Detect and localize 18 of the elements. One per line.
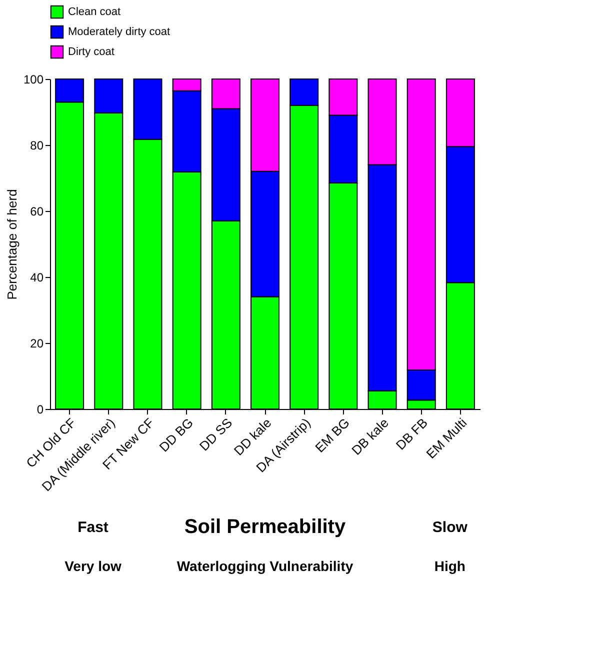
legend-label: Dirty coat <box>68 46 114 58</box>
x-tick-label: DD SS <box>196 414 236 454</box>
text: High <box>434 558 466 574</box>
text: Waterlogging Vulnerability <box>176 558 354 574</box>
legend-label: Moderately dirty coat <box>68 26 170 38</box>
y-axis-title: Percentage of herd <box>4 189 20 300</box>
y-tick-label: 60 <box>30 204 44 218</box>
y-tick-label: 100 <box>23 72 44 86</box>
text: Soil Permeability <box>184 516 346 538</box>
text: Very low <box>64 558 122 574</box>
x-tick-label: DD BG <box>156 415 196 455</box>
text: Fast <box>78 519 108 536</box>
y-tick-label: 40 <box>30 270 44 284</box>
y-tick-label: 80 <box>30 138 44 152</box>
text: Slow <box>432 519 468 536</box>
y-tick-label: 20 <box>30 336 44 350</box>
y-tick-label: 0 <box>36 402 44 416</box>
legend-label: Clean coat <box>68 6 121 18</box>
